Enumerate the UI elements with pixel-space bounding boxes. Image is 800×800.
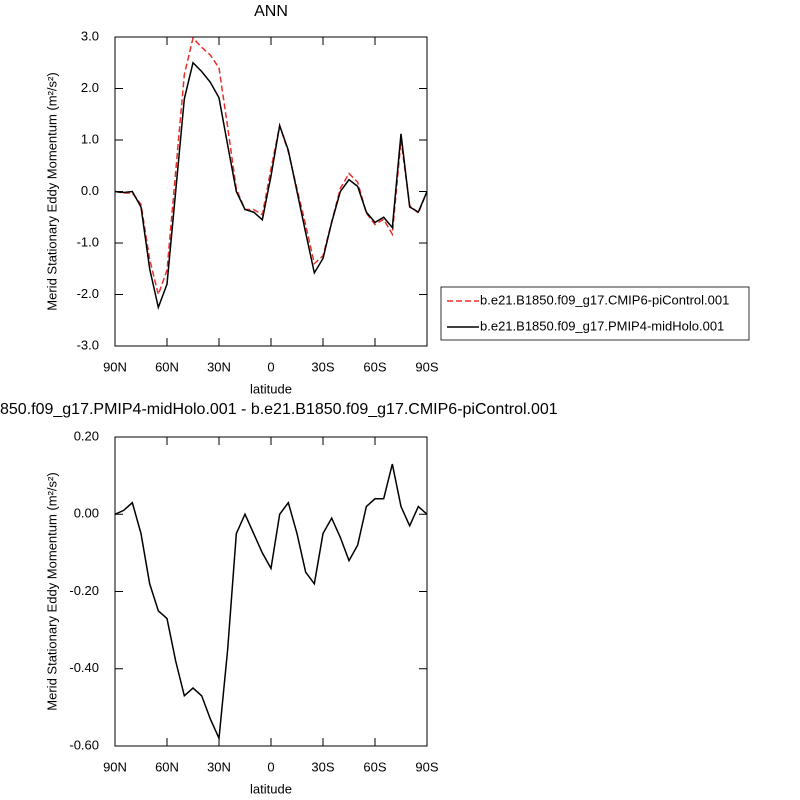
y-tick-label: -0.60 bbox=[69, 737, 99, 752]
y-tick-label: 3.0 bbox=[81, 28, 99, 43]
y-tick-label: -1.0 bbox=[77, 234, 99, 249]
data-line bbox=[114, 61, 428, 311]
y-tick-label: 0.00 bbox=[74, 506, 99, 521]
y-tick-label: 2.0 bbox=[81, 80, 99, 95]
x-tick-label: 30S bbox=[311, 759, 334, 774]
legend-box bbox=[440, 286, 750, 341]
y-tick-label: 0.0 bbox=[81, 183, 99, 198]
x-tick-label: 0 bbox=[267, 359, 274, 374]
chart-title: ANN bbox=[254, 3, 288, 20]
y-tick-label: -3.0 bbox=[77, 337, 99, 352]
y-tick-label: 1.0 bbox=[81, 131, 99, 146]
x-tick-label: 60S bbox=[363, 759, 386, 774]
x-axis-label: latitude bbox=[250, 781, 292, 796]
x-axis-label: latitude bbox=[250, 381, 292, 396]
y-tick-label: -0.40 bbox=[69, 660, 99, 675]
x-tick-label: 30N bbox=[207, 359, 231, 374]
y-tick-label: -0.20 bbox=[69, 583, 99, 598]
x-tick-label: 60N bbox=[155, 359, 179, 374]
plot-frame bbox=[114, 436, 428, 747]
x-tick-label: 90S bbox=[415, 759, 438, 774]
x-tick-label: 60N bbox=[155, 759, 179, 774]
data-line bbox=[114, 463, 428, 742]
x-tick-label: 90S bbox=[415, 359, 438, 374]
y-tick-label: -2.0 bbox=[77, 286, 99, 301]
x-tick-label: 90N bbox=[103, 359, 127, 374]
data-line bbox=[114, 36, 428, 298]
y-axis-label: Merid Stationary Eddy Momentum (m²/s²) bbox=[44, 472, 59, 710]
x-tick-label: 60S bbox=[363, 359, 386, 374]
x-tick-label: 0 bbox=[267, 759, 274, 774]
legend-label: b.e21.B1850.f09_g17.PMIP4-midHolo.001 bbox=[480, 318, 724, 333]
x-tick-label: 30S bbox=[311, 359, 334, 374]
x-tick-label: 90N bbox=[103, 759, 127, 774]
legend-label: b.e21.B1850.f09_g17.CMIP6-piControl.001 bbox=[480, 292, 729, 307]
chart-title: 850.f09_g17.PMIP4-midHolo.001 - b.e21.B1… bbox=[0, 401, 558, 418]
y-tick-label: 0.20 bbox=[74, 428, 99, 443]
x-tick-label: 30N bbox=[207, 759, 231, 774]
y-axis-label: Merid Stationary Eddy Momentum (m²/s²) bbox=[44, 72, 59, 310]
plot-frame bbox=[114, 36, 428, 347]
